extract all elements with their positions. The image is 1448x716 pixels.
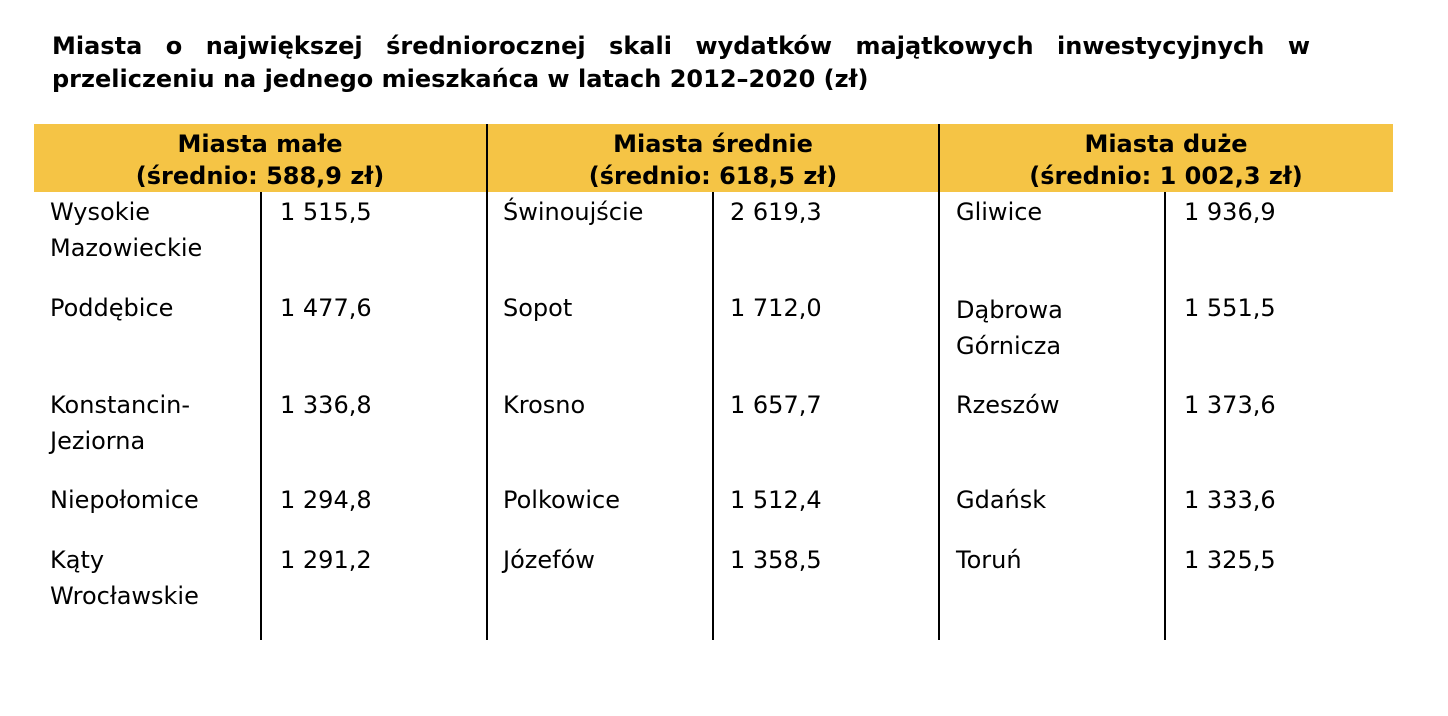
title-line-1: Miasta o największej średniorocznej skal… <box>52 32 1310 60</box>
group-name: Miasta średnie <box>613 130 813 158</box>
city-name: Kąty Wrocławskie <box>50 546 199 610</box>
city-name: Józefów <box>503 546 595 574</box>
city-value: 1 936,9 <box>1184 198 1276 226</box>
city-value: 1 551,5 <box>1184 294 1276 322</box>
table-header-band <box>34 124 1393 192</box>
city-value: 1 515,5 <box>280 198 372 226</box>
city-name: Polkowice <box>503 486 620 514</box>
city-value: 1 291,2 <box>280 546 372 574</box>
title-line-2: przeliczeniu na jednego mieszkańca w lat… <box>52 65 869 93</box>
group-average: (średnio: 618,5 zł) <box>588 162 838 190</box>
city-name: Niepołomice <box>50 486 199 514</box>
column-divider <box>1164 192 1166 640</box>
group-header-small-cities: Miasta małe (średnio: 588,9 zł) <box>34 124 486 192</box>
group-header-large-cities: Miasta duże (średnio: 1 002,3 zł) <box>940 124 1392 192</box>
city-value: 1 358,5 <box>730 546 822 574</box>
group-name: Miasta duże <box>1084 130 1248 158</box>
city-value: 1 373,6 <box>1184 391 1276 419</box>
city-value: 1 333,6 <box>1184 486 1276 514</box>
city-value: 1 325,5 <box>1184 546 1276 574</box>
city-value: 1 657,7 <box>730 391 822 419</box>
city-name: Gdańsk <box>956 486 1047 514</box>
city-name: Poddębice <box>50 294 174 322</box>
city-value: 1 512,4 <box>730 486 822 514</box>
group-name: Miasta małe <box>177 130 343 158</box>
city-value: 1 712,0 <box>730 294 822 322</box>
city-name: Konstancin-Jeziorna <box>50 391 191 455</box>
city-value: 1 477,6 <box>280 294 372 322</box>
group-average: (średnio: 1 002,3 zł) <box>1029 162 1303 190</box>
document-title: Miasta o największej średniorocznej skal… <box>52 30 1310 96</box>
city-name: Dąbrowa Górnicza <box>956 296 1063 360</box>
city-name: Gliwice <box>956 198 1043 226</box>
city-name: Sopot <box>503 294 573 322</box>
city-value: 2 619,3 <box>730 198 822 226</box>
group-divider <box>486 124 488 640</box>
city-value: 1 294,8 <box>280 486 372 514</box>
city-value: 1 336,8 <box>280 391 372 419</box>
group-header-medium-cities: Miasta średnie (średnio: 618,5 zł) <box>487 124 939 192</box>
city-name: Świnoujście <box>503 198 644 226</box>
group-average: (średnio: 588,9 zł) <box>135 162 385 190</box>
city-name: Toruń <box>956 546 1022 574</box>
group-divider <box>938 124 940 640</box>
city-name: Wysokie Mazowieckie <box>50 198 203 262</box>
column-divider <box>712 192 714 640</box>
column-divider <box>260 192 262 640</box>
city-name: Krosno <box>503 391 586 419</box>
city-name: Rzeszów <box>956 391 1060 419</box>
